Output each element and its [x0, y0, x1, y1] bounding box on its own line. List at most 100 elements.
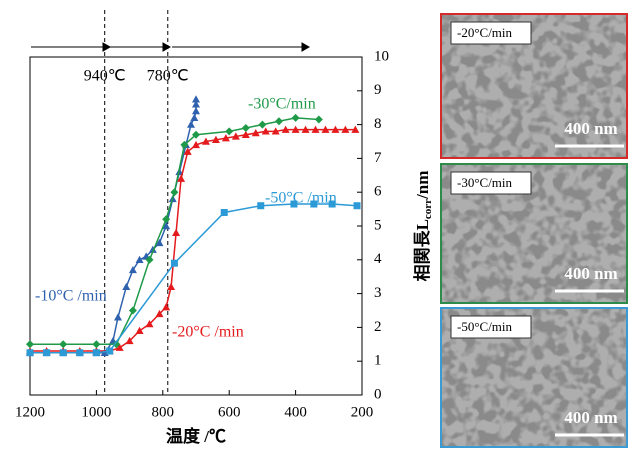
scale-label: 400 nm: [564, 408, 617, 427]
marker: [177, 174, 186, 182]
marker: [155, 238, 164, 247]
y-tick-label: 0: [374, 386, 382, 402]
x-axis-title: 温度 /℃: [166, 426, 226, 446]
scale-label: 400 nm: [564, 119, 617, 138]
y-title-unit: /nm: [413, 171, 432, 200]
marker: [241, 123, 250, 132]
reference-label: 780℃: [147, 68, 189, 85]
marker: [183, 147, 192, 155]
y-axis-title: 相関長Lcorr/nm: [412, 171, 434, 282]
marker: [225, 127, 234, 136]
marker: [220, 208, 228, 216]
marker: [190, 113, 199, 122]
series-label: -30°C/min: [248, 96, 316, 113]
reference-label: 940℃: [84, 68, 126, 85]
series-line: [30, 117, 319, 346]
marker: [328, 200, 336, 208]
series-label: -10°C /min: [35, 288, 107, 305]
panel-label: -50°C/min: [457, 319, 513, 334]
marker: [167, 282, 176, 291]
panel-label: -30°C/min: [457, 175, 513, 190]
marker: [192, 130, 200, 139]
x-tick-label: 1000: [81, 404, 111, 420]
marker: [162, 222, 171, 230]
marker: [353, 202, 361, 210]
y-tick-label: 5: [374, 217, 382, 233]
marker: [192, 95, 200, 103]
x-tick-label: 1200: [15, 404, 45, 420]
marker: [170, 259, 178, 267]
x-tick-label: 600: [218, 404, 241, 420]
marker: [211, 135, 220, 144]
y-tick-label: 6: [374, 184, 382, 200]
marker: [201, 137, 210, 145]
marker: [257, 202, 265, 210]
x-tick-label: 800: [152, 404, 175, 420]
marker: [135, 326, 144, 334]
panel-label: -20°C/min: [457, 25, 513, 40]
marker: [180, 140, 189, 149]
marker: [92, 340, 101, 349]
y-tick-label: 2: [374, 319, 382, 335]
marker: [192, 107, 200, 115]
y-tick-label: 3: [374, 285, 382, 301]
marker: [290, 200, 298, 208]
y-tick-label: 10: [374, 48, 389, 64]
marker: [311, 125, 320, 133]
x-tick-label: 400: [284, 404, 307, 420]
x-tick-label: 200: [351, 404, 374, 420]
marker: [113, 313, 122, 321]
label-box: [450, 171, 532, 195]
marker: [271, 127, 280, 135]
series-line: [30, 99, 197, 354]
marker: [26, 340, 34, 349]
marker: [301, 125, 310, 133]
marker: [125, 336, 134, 345]
marker: [59, 349, 67, 357]
marker: [341, 125, 350, 133]
marker: [128, 265, 137, 274]
marker: [331, 125, 340, 133]
y-tick-label: 1: [374, 353, 382, 369]
marker: [314, 115, 323, 124]
series-line: [30, 128, 356, 352]
label-box: [450, 21, 532, 45]
marker: [170, 188, 179, 197]
marker: [122, 282, 131, 291]
marker: [106, 347, 114, 355]
y-title-main: 相関長L: [412, 219, 432, 281]
marker: [145, 255, 154, 264]
marker: [162, 303, 171, 311]
marker: [26, 349, 34, 357]
marker: [251, 129, 260, 137]
marker: [59, 340, 68, 349]
marker: [192, 100, 200, 108]
marker: [92, 349, 100, 357]
y-tick-label: 7: [374, 150, 382, 166]
y-tick-label: 9: [374, 82, 382, 98]
y-title-sub: corr: [422, 199, 434, 219]
marker: [187, 120, 196, 128]
scale-label: 400 nm: [564, 264, 617, 283]
marker: [261, 127, 270, 135]
marker: [281, 125, 290, 133]
marker: [43, 349, 51, 357]
marker: [115, 343, 124, 351]
marker: [155, 309, 164, 318]
marker: [291, 113, 300, 122]
marker: [310, 200, 318, 208]
marker: [351, 125, 360, 133]
marker: [258, 120, 267, 129]
y-tick-label: 8: [374, 116, 382, 132]
label-box: [450, 315, 532, 339]
marker: [76, 349, 84, 357]
marker: [128, 306, 137, 315]
marker: [291, 125, 300, 133]
series-label: -20°C /min: [172, 324, 244, 341]
marker: [162, 215, 171, 224]
marker: [135, 255, 144, 263]
marker: [172, 228, 181, 236]
marker: [192, 140, 200, 149]
marker: [275, 117, 283, 126]
